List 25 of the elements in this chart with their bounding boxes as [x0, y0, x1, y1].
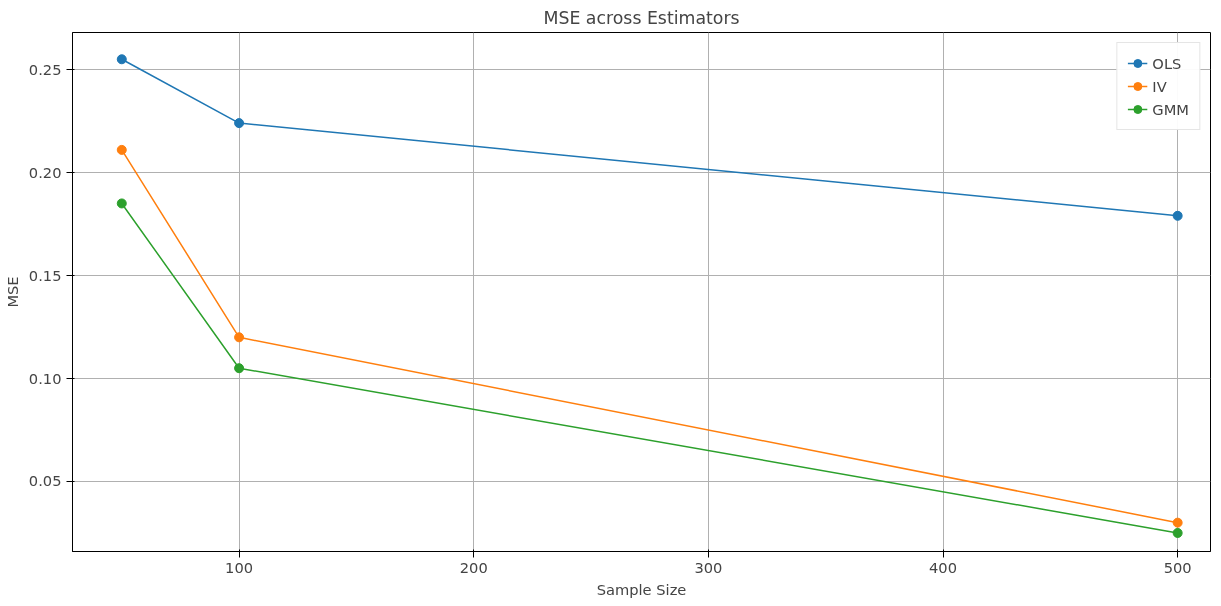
legend-label: IV — [1152, 77, 1168, 95]
x-tick-label: 100 — [225, 558, 254, 576]
y-tick-label: 0.10 — [28, 369, 62, 387]
legend-label: GMM — [1152, 100, 1189, 118]
point — [1172, 527, 1183, 538]
y-tick-label: 0.25 — [28, 60, 62, 78]
x-tick-label: 300 — [694, 558, 723, 576]
y-axis-title: MSE — [3, 276, 21, 308]
point — [234, 118, 245, 129]
point — [234, 363, 245, 374]
point — [1172, 517, 1183, 528]
x-axis-title: Sample Size — [596, 580, 687, 598]
chart-title: MSE across Estimators — [543, 7, 740, 28]
x-tick-label: 400 — [929, 558, 958, 576]
point — [234, 332, 245, 343]
point — [116, 144, 127, 155]
y-tick-label: 0.15 — [28, 266, 62, 284]
legend-label: OLS — [1152, 54, 1182, 72]
x-tick-label: 500 — [1163, 558, 1192, 576]
x-tick-label: 200 — [459, 558, 488, 576]
point — [1172, 210, 1183, 221]
point — [116, 54, 127, 65]
y-tick-label: 0.20 — [28, 163, 62, 181]
point — [116, 198, 127, 209]
y-tick-label: 0.05 — [28, 472, 62, 490]
